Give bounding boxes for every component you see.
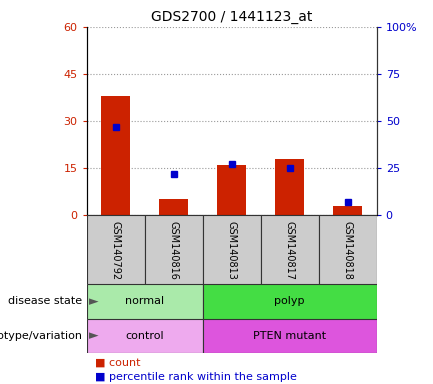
Bar bbox=[261, 215, 319, 284]
Bar bbox=[217, 165, 246, 215]
Bar bbox=[203, 319, 377, 353]
Bar bbox=[319, 215, 377, 284]
Bar bbox=[87, 319, 203, 353]
Text: ►: ► bbox=[89, 329, 98, 343]
Text: ►: ► bbox=[89, 295, 98, 308]
Bar bbox=[333, 206, 362, 215]
Text: normal: normal bbox=[125, 296, 164, 306]
Bar bbox=[145, 215, 203, 284]
Text: GSM140818: GSM140818 bbox=[343, 220, 353, 280]
Text: PTEN mutant: PTEN mutant bbox=[253, 331, 326, 341]
Text: genotype/variation: genotype/variation bbox=[0, 331, 82, 341]
Bar bbox=[101, 96, 130, 215]
Bar bbox=[275, 159, 304, 215]
Bar bbox=[203, 284, 377, 319]
Text: GSM140817: GSM140817 bbox=[284, 220, 295, 280]
Text: ■ percentile rank within the sample: ■ percentile rank within the sample bbox=[95, 372, 297, 382]
Bar bbox=[87, 284, 203, 319]
Bar bbox=[87, 215, 145, 284]
Bar bbox=[159, 199, 188, 215]
Text: polyp: polyp bbox=[275, 296, 305, 306]
Text: disease state: disease state bbox=[8, 296, 82, 306]
Text: ■ count: ■ count bbox=[95, 358, 141, 368]
Bar bbox=[203, 215, 261, 284]
Text: control: control bbox=[125, 331, 164, 341]
Title: GDS2700 / 1441123_at: GDS2700 / 1441123_at bbox=[151, 10, 312, 25]
Text: GSM140813: GSM140813 bbox=[226, 220, 237, 280]
Text: GSM140816: GSM140816 bbox=[168, 220, 179, 280]
Text: GSM140792: GSM140792 bbox=[110, 220, 121, 280]
